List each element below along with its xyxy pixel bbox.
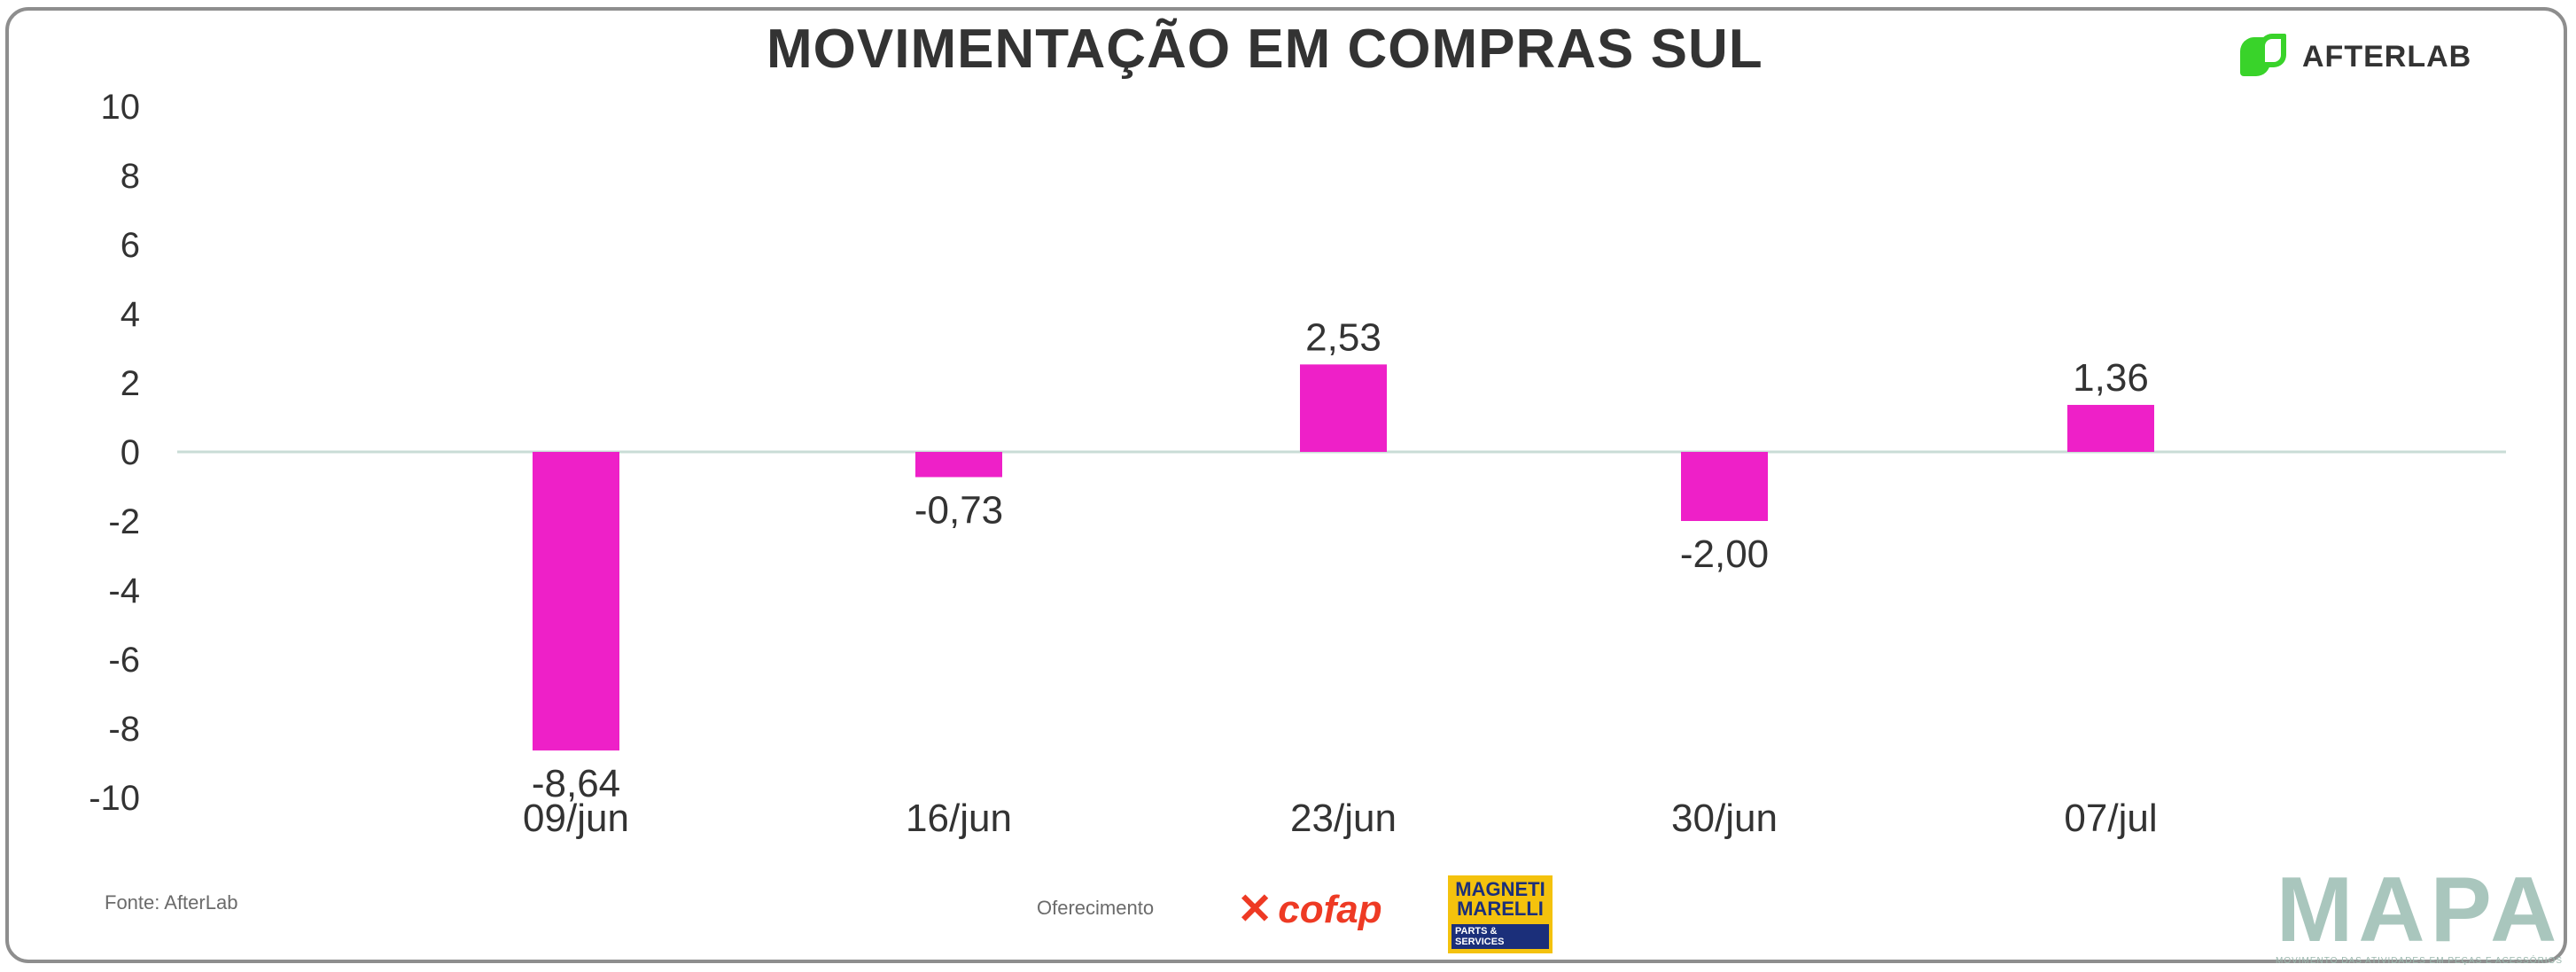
magneti-logo-line2: MARELLI (1457, 898, 1544, 920)
mapa-logo: MAPA MOVIMENTO DAS ATIVIDADES EM PEÇAS E… (2276, 864, 2563, 966)
chart-frame (5, 7, 2567, 963)
cofap-x-icon: ✕ (1237, 886, 1273, 933)
magneti-logo-line3: PARTS & SERVICES (1451, 924, 1549, 949)
cofap-logo: ✕ cofap (1237, 889, 1382, 931)
y-tick-label: 10 (101, 88, 141, 127)
data-label: 1,36 (2073, 356, 2149, 400)
y-tick-label: -2 (108, 502, 140, 541)
cofap-logo-text: cofap (1278, 888, 1382, 931)
x-tick-label: 30/jun (1671, 797, 1778, 840)
source-note: Fonte: AfterLab (105, 891, 238, 914)
y-tick-label: 2 (121, 364, 140, 403)
bar (533, 452, 619, 750)
mapa-logo-text: MAPA (2276, 859, 2563, 961)
magneti-logo-line1: MAGNETI (1455, 878, 1545, 900)
bar (1300, 364, 1387, 452)
bar (915, 452, 1002, 478)
y-tick-label: -8 (108, 710, 140, 749)
mapa-logo-tagline: MOVIMENTO DAS ATIVIDADES EM PEÇAS E ACES… (2276, 956, 2564, 966)
y-tick-label: -10 (89, 779, 140, 818)
y-tick-label: 6 (121, 226, 140, 265)
y-tick-label: 0 (121, 433, 140, 472)
afterlab-logo: AFTERLAB (2240, 34, 2471, 80)
y-tick-label: 4 (121, 295, 140, 334)
data-label: -8,64 (532, 762, 620, 805)
data-label: 2,53 (1305, 315, 1381, 359)
afterlab-logo-text: AFTERLAB (2302, 39, 2472, 74)
bar (1681, 452, 1768, 521)
chart-title: MOVIMENTAÇÃO EM COMPRAS SUL (767, 19, 1763, 80)
y-tick-label: 8 (121, 157, 140, 196)
data-label: -2,00 (1680, 533, 1769, 576)
y-tick-label: -6 (108, 641, 140, 680)
bar (2067, 404, 2154, 452)
data-label: -0,73 (914, 488, 1003, 532)
x-tick-label: 09/jun (523, 797, 629, 840)
sponsor-label: Oferecimento (1037, 897, 1155, 919)
y-tick-label: -4 (108, 572, 140, 610)
x-tick-label: 07/jul (2064, 797, 2157, 840)
x-tick-label: 23/jun (1290, 797, 1397, 840)
x-tick-label: 16/jun (906, 797, 1012, 840)
afterlab-logo-icon (2240, 34, 2290, 80)
magneti-marelli-logo: MAGNETI MARELLI PARTS & SERVICES (1448, 875, 1553, 953)
